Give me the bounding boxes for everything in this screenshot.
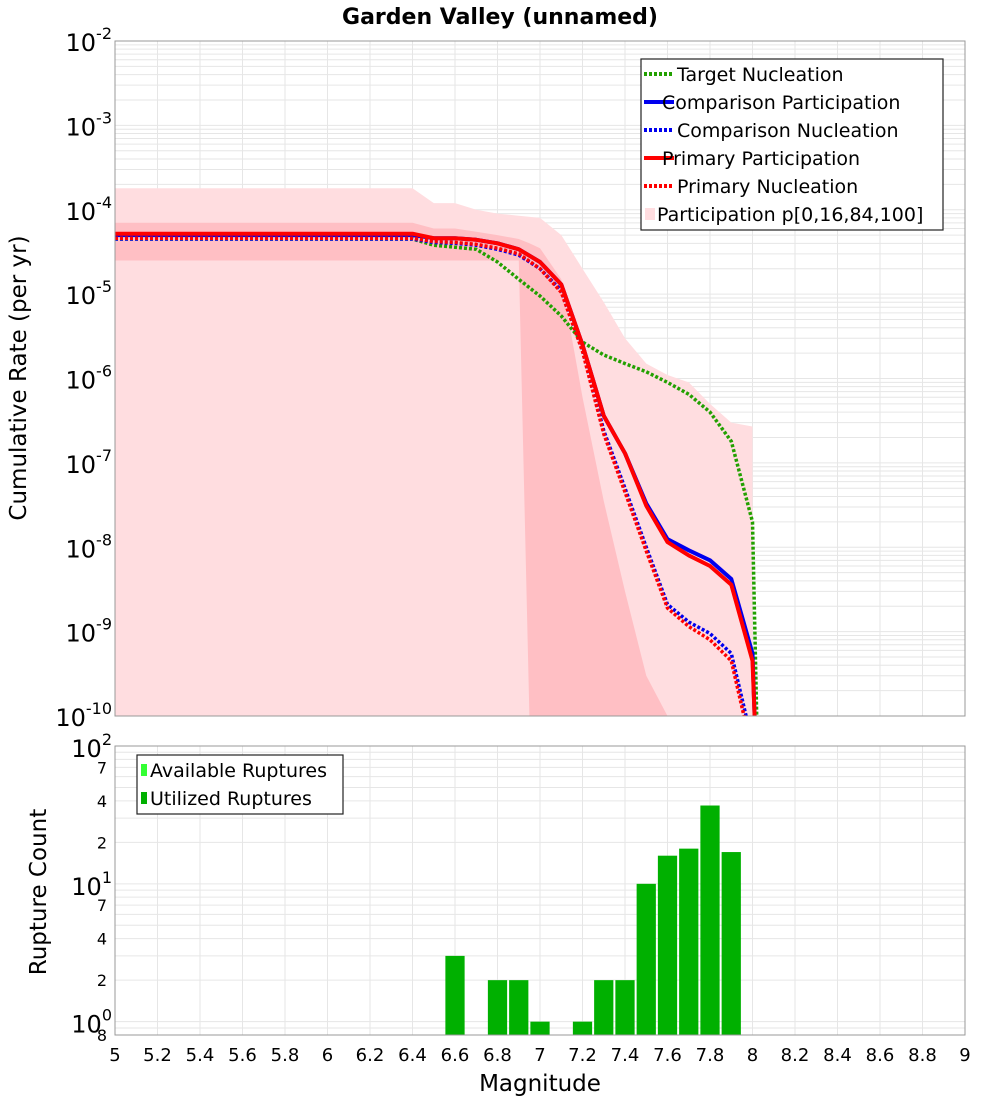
top-plot: 10-10 10-9 10-8 10-7 10-6 10-5 10-4 10-3 10-2 Tar… bbox=[55, 24, 966, 732]
rupture-bar bbox=[657, 855, 678, 1035]
legend-label: Primary Nucleation bbox=[677, 176, 858, 198]
bottom-y-tick-label: 2 bbox=[97, 833, 107, 852]
bottom-y-tick-label: 102 bbox=[71, 730, 112, 763]
top-y-tick-label: 10-5 bbox=[66, 277, 113, 310]
top-y-tick-label: 10-3 bbox=[66, 108, 113, 141]
legend-label: Comparison Nucleation bbox=[677, 120, 899, 142]
rupture-bar bbox=[679, 848, 699, 1035]
rupture-bar bbox=[594, 980, 614, 1035]
bottom-y-tick-label: 101 bbox=[71, 868, 112, 901]
x-tick-label: 6 bbox=[322, 1045, 333, 1066]
x-tick-label: 8.8 bbox=[908, 1045, 937, 1066]
x-tick-label: 8.2 bbox=[781, 1045, 810, 1066]
bottom-legend-box bbox=[136, 754, 344, 815]
x-tick-label: 7.6 bbox=[653, 1045, 682, 1066]
x-tick-label: 7 bbox=[534, 1045, 545, 1066]
bottom-y-tick-label: 2 bbox=[97, 971, 107, 990]
rupture-bar bbox=[721, 852, 741, 1035]
rupture-bar bbox=[487, 980, 508, 1035]
x-tick-label: 6.4 bbox=[398, 1045, 427, 1066]
legend-label: Target Nucleation bbox=[676, 64, 844, 86]
top-plot-frame bbox=[114, 40, 966, 717]
bottom-plot-frame bbox=[114, 745, 966, 1036]
x-tick-label: 9 bbox=[959, 1045, 970, 1066]
legend-label: Primary Participation bbox=[662, 148, 860, 170]
top-y-axis-label: Cumulative Rate (per yr) bbox=[6, 235, 32, 520]
top-y-tick-label: 10-2 bbox=[66, 24, 113, 57]
legend-label: Available Ruptures bbox=[150, 760, 327, 782]
bottom-y-tick-label: 7 bbox=[97, 758, 107, 777]
x-tick-label: 5.6 bbox=[228, 1045, 257, 1066]
top-y-tick-label: 10-7 bbox=[66, 446, 113, 479]
x-tick-label: 8.6 bbox=[866, 1045, 895, 1066]
x-tick-label: 5.8 bbox=[271, 1045, 300, 1066]
series-line-primary-participation bbox=[115, 231, 757, 717]
x-tick-label: 8.4 bbox=[823, 1045, 852, 1066]
x-tick-label: 7.2 bbox=[568, 1045, 597, 1066]
series-line-target-nucleation bbox=[115, 237, 759, 717]
legend-label: Comparison Participation bbox=[662, 92, 900, 114]
legend-swatch-bars bbox=[141, 792, 147, 804]
top-y-tick-label: 10-4 bbox=[66, 193, 113, 226]
x-tick-label: 6.6 bbox=[441, 1045, 470, 1066]
rupture-bar bbox=[636, 883, 656, 1035]
x-tick-label: 6.2 bbox=[356, 1045, 385, 1066]
x-tick-label: 7.4 bbox=[611, 1045, 640, 1066]
x-tick-label: 5.4 bbox=[186, 1045, 215, 1066]
top-legend-box bbox=[640, 58, 944, 231]
top-y-tick-label: 10-9 bbox=[66, 615, 113, 648]
legend-swatch-band bbox=[645, 208, 655, 220]
legend-swatch-bars bbox=[141, 764, 147, 776]
rupture-bar bbox=[509, 980, 529, 1035]
rupture-bar bbox=[700, 805, 720, 1035]
x-tick-label: 5 bbox=[109, 1045, 120, 1066]
top-y-tick-label: 10-8 bbox=[66, 530, 113, 563]
bottom-y-tick-label: 100 bbox=[71, 1006, 112, 1039]
chart-title: Garden Valley (unnamed) bbox=[342, 5, 658, 30]
legend-label: Utilized Ruptures bbox=[150, 788, 312, 810]
rupture-bar bbox=[572, 1021, 593, 1035]
bottom-y-tick-label: 4 bbox=[97, 930, 107, 949]
rupture-bar bbox=[615, 980, 635, 1035]
series-line-primary-nucleation bbox=[115, 236, 746, 717]
x-tick-label: 7.8 bbox=[696, 1045, 725, 1066]
legend-label: Participation p[0,16,84,100] bbox=[657, 204, 923, 226]
top-y-tick-label: 10-6 bbox=[66, 362, 113, 395]
x-tick-label: 6.8 bbox=[483, 1045, 512, 1066]
bottom-y-tick-label: 4 bbox=[97, 792, 107, 811]
bottom-y-axis-label: Rupture Count bbox=[26, 809, 52, 975]
band-inner-p16-p84 bbox=[115, 222, 668, 717]
x-tick-label: 8 bbox=[747, 1045, 758, 1066]
top-y-tick-label: 10-10 bbox=[55, 699, 112, 732]
rupture-bar bbox=[530, 1021, 550, 1035]
x-tick-label: 5.2 bbox=[143, 1045, 172, 1066]
rupture-bar bbox=[445, 955, 465, 1035]
x-axis-label: Magnitude bbox=[479, 1071, 601, 1097]
bottom-y-tick-label: 7 bbox=[97, 896, 107, 915]
bottom-y-tick-label: 8 bbox=[97, 1026, 107, 1045]
